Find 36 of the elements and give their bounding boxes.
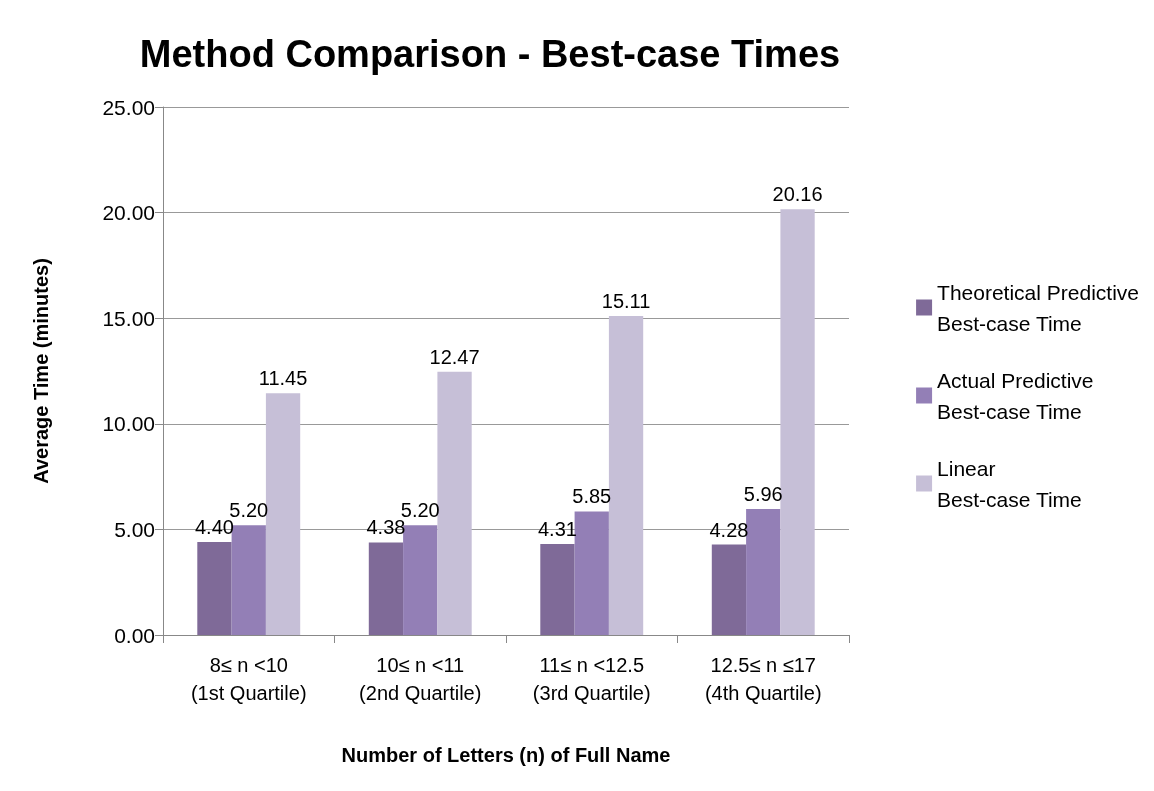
- y-axis-title: Average Time (minutes): [30, 258, 52, 484]
- data-label: 4.38: [366, 516, 406, 539]
- data-label: 4.28: [709, 518, 749, 541]
- bar: [574, 511, 609, 635]
- bar: [403, 525, 438, 635]
- y-tick-label: 5.00: [114, 517, 155, 541]
- y-tick-label: 0.00: [114, 623, 155, 647]
- bar: [437, 371, 472, 635]
- bar: [368, 542, 404, 635]
- x-tick-label: 11≤ n <12.5 (3rd Quartile): [532, 654, 651, 704]
- data-label: 12.47: [429, 345, 480, 368]
- data-label: 4.31: [537, 517, 577, 540]
- y-tick-label: 10.00: [102, 412, 155, 436]
- data-label: 5.85: [572, 485, 612, 508]
- bar: [197, 542, 232, 635]
- bar: [746, 509, 781, 635]
- x-axis-title: Number of Letters (n) of Full Name: [341, 744, 671, 766]
- bar: [711, 544, 747, 635]
- data-label: 5.96: [743, 483, 783, 506]
- bar: [231, 525, 266, 635]
- data-label: 20.16: [772, 183, 823, 206]
- legend-label: Theoretical Predictive Best-case Time: [937, 280, 1139, 335]
- data-label: 11.45: [258, 367, 308, 390]
- x-tick-label: 10≤ n <11 (2nd Quartile): [359, 654, 482, 704]
- bar: [780, 209, 815, 635]
- legend-label: Actual Predictive Best-case Time: [937, 368, 1094, 423]
- bar: [540, 543, 575, 635]
- y-tick-label: 25.00: [102, 95, 155, 119]
- data-label: 15.11: [601, 289, 651, 312]
- chart-title: Method Comparison - Best-case Times: [139, 33, 841, 75]
- x-tick-label: 8≤ n <10 (1st Quartile): [190, 654, 307, 704]
- legend-label: Linear Best-case Time: [937, 456, 1082, 511]
- x-tick-label: 12.5≤ n ≤17 (4th Quartile): [704, 654, 822, 704]
- data-label: 4.40: [194, 516, 234, 539]
- y-tick-label: 20.00: [102, 201, 155, 225]
- y-tick-label: 15.00: [102, 306, 155, 330]
